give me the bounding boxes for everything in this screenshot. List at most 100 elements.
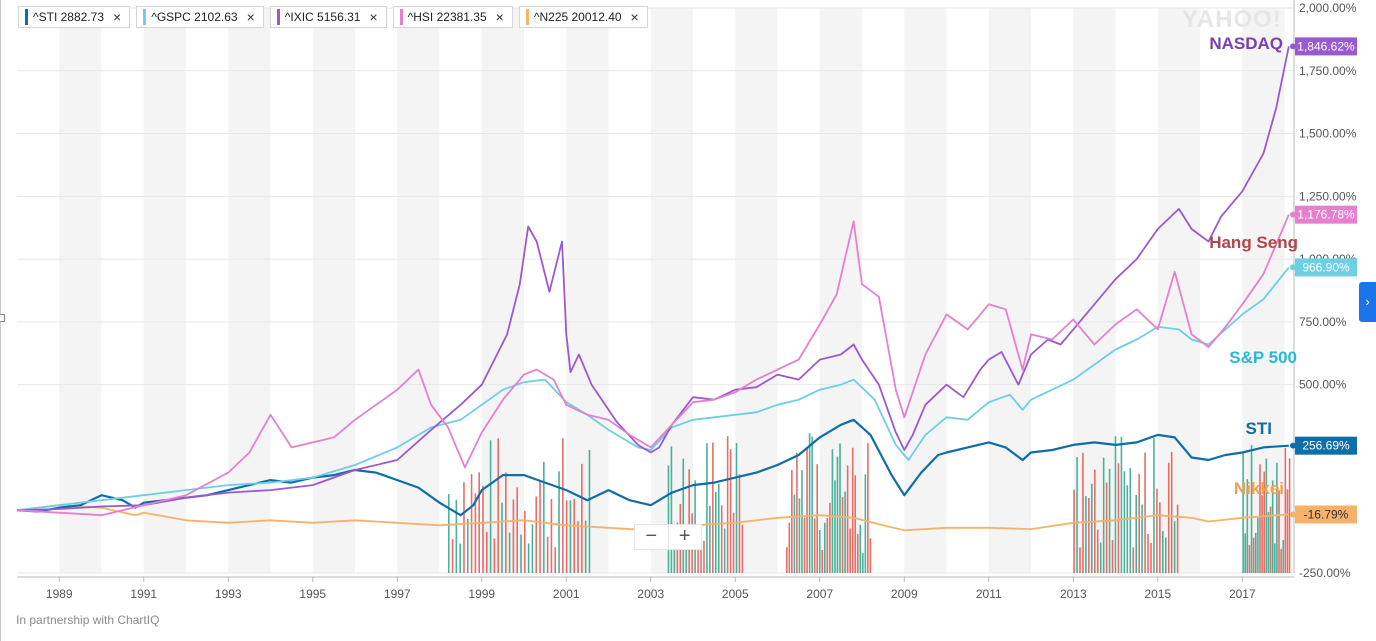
y-tick-label: 1,250.00% (1299, 189, 1357, 203)
close-icon[interactable]: × (369, 9, 378, 25)
end-label-text: 1,846.62% (1297, 39, 1355, 53)
volume-bar (785, 547, 788, 573)
volume-bar (849, 528, 851, 573)
volume-bar (673, 538, 676, 573)
volume-bar (554, 547, 557, 573)
volume-bar (520, 534, 522, 573)
volume-bar (1141, 504, 1143, 573)
y-tick-label: 750.00% (1299, 315, 1347, 329)
volume-bar (791, 470, 793, 573)
series-annotation: Nikkei (1234, 479, 1284, 498)
end-label-text: 966.90% (1302, 260, 1350, 274)
volume-bar (1085, 496, 1087, 573)
volume-bar (864, 474, 867, 573)
volume-bar (1244, 533, 1247, 573)
legend-chip[interactable]: ^IXIC 5156.31 × (269, 6, 387, 28)
year-band (312, 8, 356, 573)
volume-bar (451, 539, 454, 573)
volume-bar (688, 469, 690, 573)
series-line (16, 266, 1290, 512)
volume-bar (1117, 463, 1120, 573)
series-end-dot (1290, 264, 1296, 271)
volume-bar (562, 438, 564, 573)
volume-bar (808, 433, 811, 573)
volume-bar (806, 447, 808, 573)
year-band (735, 8, 778, 573)
volume-bar (1167, 462, 1170, 573)
legend-swatch (143, 9, 147, 25)
end-label-box (1295, 37, 1357, 56)
volume-bar (1138, 473, 1140, 573)
volume-bar (1079, 547, 1081, 573)
year-band (988, 8, 1032, 573)
left-edge-handle[interactable] (0, 314, 5, 322)
watermark: YAHOO! (1182, 6, 1282, 33)
legend-label: ^IXIC 5156.31 (284, 10, 361, 24)
y-tick-label: 500.00% (1299, 378, 1347, 392)
legend-chip[interactable]: ^HSI 22381.35 × (392, 6, 513, 28)
end-label-text: 256.69% (1302, 439, 1350, 453)
volume-bar (667, 465, 670, 573)
volume-bar (1176, 504, 1179, 573)
volume-bar (685, 540, 688, 573)
volume-bar (1263, 471, 1266, 573)
legend-label: ^N225 20012.40 (533, 10, 622, 24)
legend-chip[interactable]: ^N225 20012.40 × (518, 6, 648, 28)
close-icon[interactable]: × (495, 9, 504, 25)
volume-bar (834, 480, 836, 573)
volume-bar (1284, 447, 1287, 573)
legend-chip[interactable]: ^STI 2882.73 × (18, 6, 131, 28)
volume-bar (1144, 452, 1146, 573)
volume-bar (546, 536, 549, 573)
volume-bar (723, 528, 726, 573)
zoom-out-button[interactable]: − (645, 525, 658, 547)
volume-bar (550, 498, 553, 573)
zoom-in-button[interactable]: + (667, 525, 702, 549)
legend-swatch (25, 9, 28, 25)
close-icon[interactable]: × (113, 9, 122, 25)
volume-bar (836, 456, 839, 573)
volume-bar (717, 483, 720, 573)
close-icon[interactable]: × (630, 9, 639, 25)
legend-label: ^GSPC 2102.63 (151, 10, 238, 24)
volume-bar (455, 499, 458, 573)
volume-bar (1273, 543, 1276, 573)
volume-bar (1286, 489, 1289, 573)
x-tick-label: 1989 (46, 587, 73, 601)
volume-bar (539, 480, 541, 573)
end-label-box (1295, 258, 1357, 277)
volume-bar (729, 449, 732, 573)
volume-bar (1261, 495, 1263, 573)
x-tick-label: 2009 (891, 587, 918, 601)
legend-chip[interactable]: ^GSPC 2102.63 × (136, 6, 264, 28)
volume-bar (1102, 457, 1105, 573)
x-tick-label: 1999 (468, 587, 495, 601)
volume-bar (501, 502, 503, 573)
volume-bar (851, 447, 854, 573)
volume-bar (1250, 445, 1253, 573)
legend-bar: ^STI 2882.73 × ^GSPC 2102.63 × ^IXIC 5156.31… (18, 6, 648, 30)
series-end-dot (1290, 511, 1296, 518)
close-icon[interactable]: × (246, 9, 255, 25)
volume-bar (558, 471, 560, 573)
x-tick-label: 2005 (722, 587, 749, 601)
expand-panel-button[interactable]: › (1359, 282, 1376, 322)
volume-bar (798, 498, 801, 573)
volume-bar (581, 463, 583, 573)
volume-bar (489, 440, 492, 573)
x-tick-label: 2001 (553, 587, 580, 601)
volume-bar (565, 500, 568, 573)
series-annotation: STI (1246, 419, 1272, 438)
volume-bar (1076, 457, 1078, 573)
volume-bar (485, 531, 488, 573)
volume-bar (1088, 498, 1090, 573)
end-label-text: -16.79% (1304, 507, 1349, 521)
volume-bar (826, 517, 829, 573)
volume-bar (712, 442, 714, 573)
legend-label: ^STI 2882.73 (33, 10, 105, 24)
x-tick-label: 1991 (130, 587, 157, 601)
volume-bar (869, 538, 872, 573)
volume-bar (670, 446, 673, 573)
volume-bar (735, 442, 738, 573)
